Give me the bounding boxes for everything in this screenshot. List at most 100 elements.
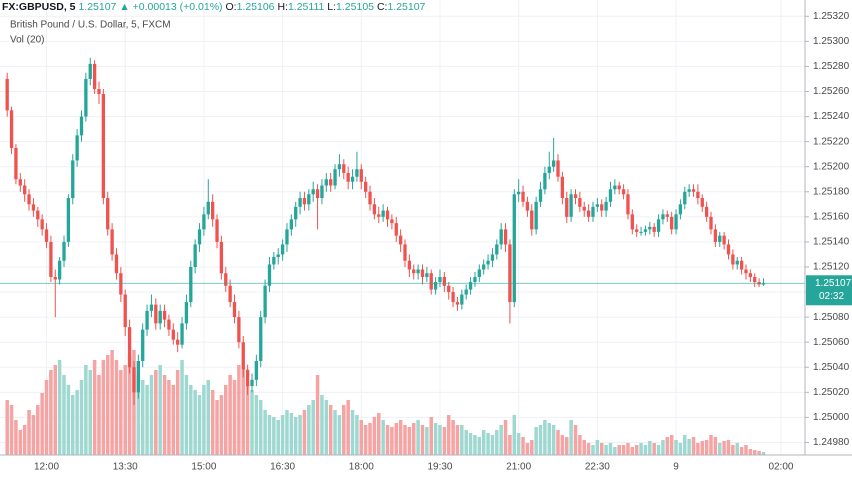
candle-body [704,206,709,217]
volume-bar [368,423,372,455]
y-tick-label: 1.25060 [813,337,850,348]
candle-body [79,116,84,136]
candle-body [447,285,451,293]
volume-bar [22,425,27,455]
candle-body [713,229,718,242]
volume-bar [346,400,350,455]
candle-body [381,210,385,217]
volume-bar [285,410,289,455]
candle-body [525,201,530,211]
candle-body [451,292,455,303]
y-tick-label: 1.25220 [813,136,850,147]
candle-body [696,191,700,199]
candle-body [652,226,656,232]
candle-body [468,282,473,290]
candle-body [726,244,731,255]
volume-bar [464,430,468,455]
candle-body [517,191,521,195]
volume-bar [551,425,556,455]
volume-bar [36,405,40,455]
candle-body [499,229,503,245]
candle-body [578,198,582,207]
candle-body [342,164,346,173]
y-tick-label: 1.25020 [813,387,850,398]
candle-body [97,88,101,95]
candle-body [639,231,643,233]
candle-body [617,185,621,190]
candle-body [591,206,595,217]
volume-bar [228,375,232,455]
volume-bar [75,390,79,455]
candle-body [731,254,735,265]
volume-bar [525,443,530,455]
volume-bar [359,420,364,455]
volume-bar [136,375,141,455]
volume-bar [490,435,495,455]
candle-body [136,360,140,393]
subtitle: British Pound / U.S. Dollar, 5, FXCM [10,20,171,31]
candle-body [224,273,228,286]
candle-body [626,194,630,215]
candle-body [329,179,333,186]
candle-body [132,367,136,393]
volume-bar [416,420,420,455]
volume-bar [565,437,569,455]
symbol: FX:GBPUSD, 5 [2,1,76,13]
y-tick-label: 1.25120 [813,262,850,273]
candle-body [197,229,202,245]
candle-body [263,285,267,318]
volume-bar [398,420,403,455]
candle-body [171,329,175,340]
candle-body [412,269,416,274]
candle-body [543,172,547,190]
candle-body [403,244,407,261]
volume-bar [761,452,766,455]
candle-body [377,214,381,217]
volume-bar [27,410,31,455]
x-tick-label: 16:30 [270,462,295,473]
candle-body [289,219,293,230]
candle-body [661,214,665,220]
candle-body [311,189,315,195]
volume-bar [49,370,53,455]
volume-bar [442,427,447,455]
y-tick-label: 1.25040 [813,362,850,373]
volume-bar [105,355,110,455]
y-tick-label: 1.25240 [813,111,850,122]
volume-bar [250,390,254,455]
volume-bar [333,410,337,455]
volume-label: Vol (20) [10,35,44,46]
volume-bar [206,380,211,455]
candle-body [27,194,31,205]
volume-bar [9,405,14,455]
volume-bar [613,447,617,455]
candle-body [110,229,114,255]
candle-body [302,198,307,205]
volume-bar [66,385,71,455]
candle-body [363,181,368,192]
candle-body [372,204,377,215]
candle-body [595,204,600,207]
volume-bar [210,390,215,455]
candle-body [114,254,119,274]
candle-body [337,164,342,170]
volume-bar [713,437,718,455]
candle-body [674,214,678,230]
candle-body [420,269,425,278]
volume-bar [232,380,237,455]
volume-bar [595,440,600,455]
x-tick-label: 02:00 [768,462,793,473]
candle-body [665,214,669,217]
candles [0,57,805,405]
candle-body [315,189,320,199]
volume-bar [460,425,464,455]
candle-body [307,194,311,205]
volume-bar [726,440,731,455]
volume-bar [293,417,298,455]
volume-bar [678,443,683,455]
volume-bar [735,443,739,455]
volume-bar [639,443,643,455]
volume-bar [648,441,652,455]
volume-bar [530,440,534,455]
